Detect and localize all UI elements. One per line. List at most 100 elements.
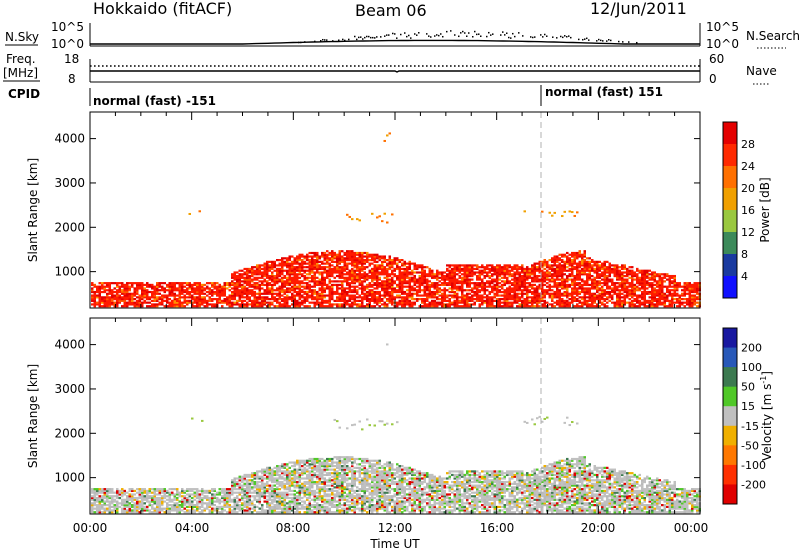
power-echo bbox=[583, 251, 586, 255]
power-echo bbox=[401, 287, 404, 290]
power-echo bbox=[436, 290, 439, 294]
power-echo bbox=[288, 269, 291, 272]
power-echo bbox=[531, 266, 534, 269]
power-echo bbox=[666, 274, 669, 278]
power-echo bbox=[626, 271, 629, 274]
power-echo bbox=[538, 262, 541, 265]
power-echo bbox=[688, 299, 691, 302]
power-echo bbox=[561, 267, 564, 271]
power-echo bbox=[398, 269, 401, 272]
power-echo bbox=[151, 285, 154, 288]
velocity-echo bbox=[101, 498, 104, 501]
power-echo bbox=[398, 289, 401, 292]
power-echo bbox=[263, 273, 266, 276]
power-echo bbox=[298, 267, 301, 271]
power-echo bbox=[198, 282, 201, 285]
power-echo bbox=[671, 303, 674, 306]
power-echo bbox=[111, 296, 114, 299]
power-echo bbox=[353, 274, 356, 278]
power-echo bbox=[378, 282, 381, 285]
velocity-echo bbox=[163, 488, 166, 491]
power-echo bbox=[573, 253, 576, 256]
power-echo bbox=[236, 276, 239, 279]
power-echo bbox=[588, 273, 591, 276]
velocity-echo bbox=[176, 511, 179, 514]
power-echo bbox=[368, 294, 371, 297]
range-tick-label: 2000 bbox=[54, 220, 85, 234]
power-echo bbox=[348, 271, 351, 274]
power-echo bbox=[383, 273, 386, 276]
power-echo bbox=[158, 283, 161, 287]
power-echo bbox=[153, 292, 156, 295]
power-echo bbox=[328, 271, 331, 274]
power-echo bbox=[246, 269, 249, 272]
power-echo bbox=[121, 289, 124, 292]
power-echo bbox=[488, 303, 491, 306]
power-echo bbox=[541, 294, 544, 297]
power-echo bbox=[693, 299, 696, 302]
power-echo bbox=[531, 283, 534, 287]
power-echo bbox=[113, 296, 116, 299]
power-echo bbox=[448, 273, 451, 276]
power-echo bbox=[658, 303, 661, 306]
power-echo bbox=[633, 285, 636, 288]
power-echo bbox=[298, 253, 301, 256]
power-echo bbox=[111, 289, 114, 292]
power-echo bbox=[446, 267, 449, 271]
power-echo bbox=[646, 292, 649, 295]
velocity-echo bbox=[98, 509, 101, 512]
velocity-echo bbox=[98, 502, 101, 505]
power-echo bbox=[156, 283, 159, 287]
power-echo bbox=[211, 292, 214, 295]
power-echo bbox=[531, 299, 534, 302]
velocity-echo bbox=[161, 495, 164, 498]
power-echo bbox=[643, 301, 646, 304]
power-echo bbox=[116, 285, 119, 288]
power-echo bbox=[386, 267, 389, 271]
power-echo bbox=[446, 283, 449, 287]
power-echo bbox=[261, 296, 264, 299]
power-echo bbox=[296, 305, 299, 308]
power-echo bbox=[431, 301, 434, 304]
power-echo bbox=[516, 289, 519, 292]
power-echo bbox=[293, 289, 296, 292]
power-echo bbox=[333, 255, 336, 258]
power-echo bbox=[383, 276, 386, 279]
power-echo bbox=[578, 251, 581, 255]
power-echo bbox=[238, 298, 241, 301]
velocity-echo bbox=[133, 502, 136, 505]
power-echo bbox=[623, 303, 626, 306]
power-echo bbox=[506, 292, 509, 295]
power-echo bbox=[543, 299, 546, 302]
velocity-echo bbox=[181, 504, 184, 507]
power-echo bbox=[356, 296, 359, 299]
power-echo bbox=[428, 285, 431, 288]
power-echo bbox=[168, 305, 171, 308]
power-echo bbox=[491, 267, 494, 271]
power-echo bbox=[401, 298, 404, 301]
power-echo bbox=[626, 280, 629, 283]
power-echo bbox=[256, 271, 259, 274]
power-echo bbox=[113, 303, 116, 306]
power-echo bbox=[236, 278, 239, 281]
power-echo bbox=[298, 287, 301, 290]
power-echo bbox=[418, 283, 421, 287]
power-echo bbox=[693, 296, 696, 299]
power-echo bbox=[693, 289, 696, 292]
power-echo bbox=[456, 267, 459, 271]
power-echo bbox=[346, 253, 349, 256]
power-echo bbox=[106, 301, 109, 304]
power-echo bbox=[323, 301, 326, 304]
power-echo bbox=[246, 267, 249, 271]
power-echo bbox=[296, 290, 299, 294]
power-echo bbox=[593, 298, 596, 301]
power-echo bbox=[348, 269, 351, 272]
power-echo bbox=[306, 278, 309, 281]
power-echo bbox=[271, 303, 274, 306]
power-echo bbox=[541, 266, 544, 269]
power-echo bbox=[473, 267, 476, 271]
power-echo bbox=[186, 299, 189, 302]
power-echo bbox=[221, 301, 224, 304]
power-echo bbox=[276, 305, 279, 308]
power-echo bbox=[136, 299, 139, 302]
